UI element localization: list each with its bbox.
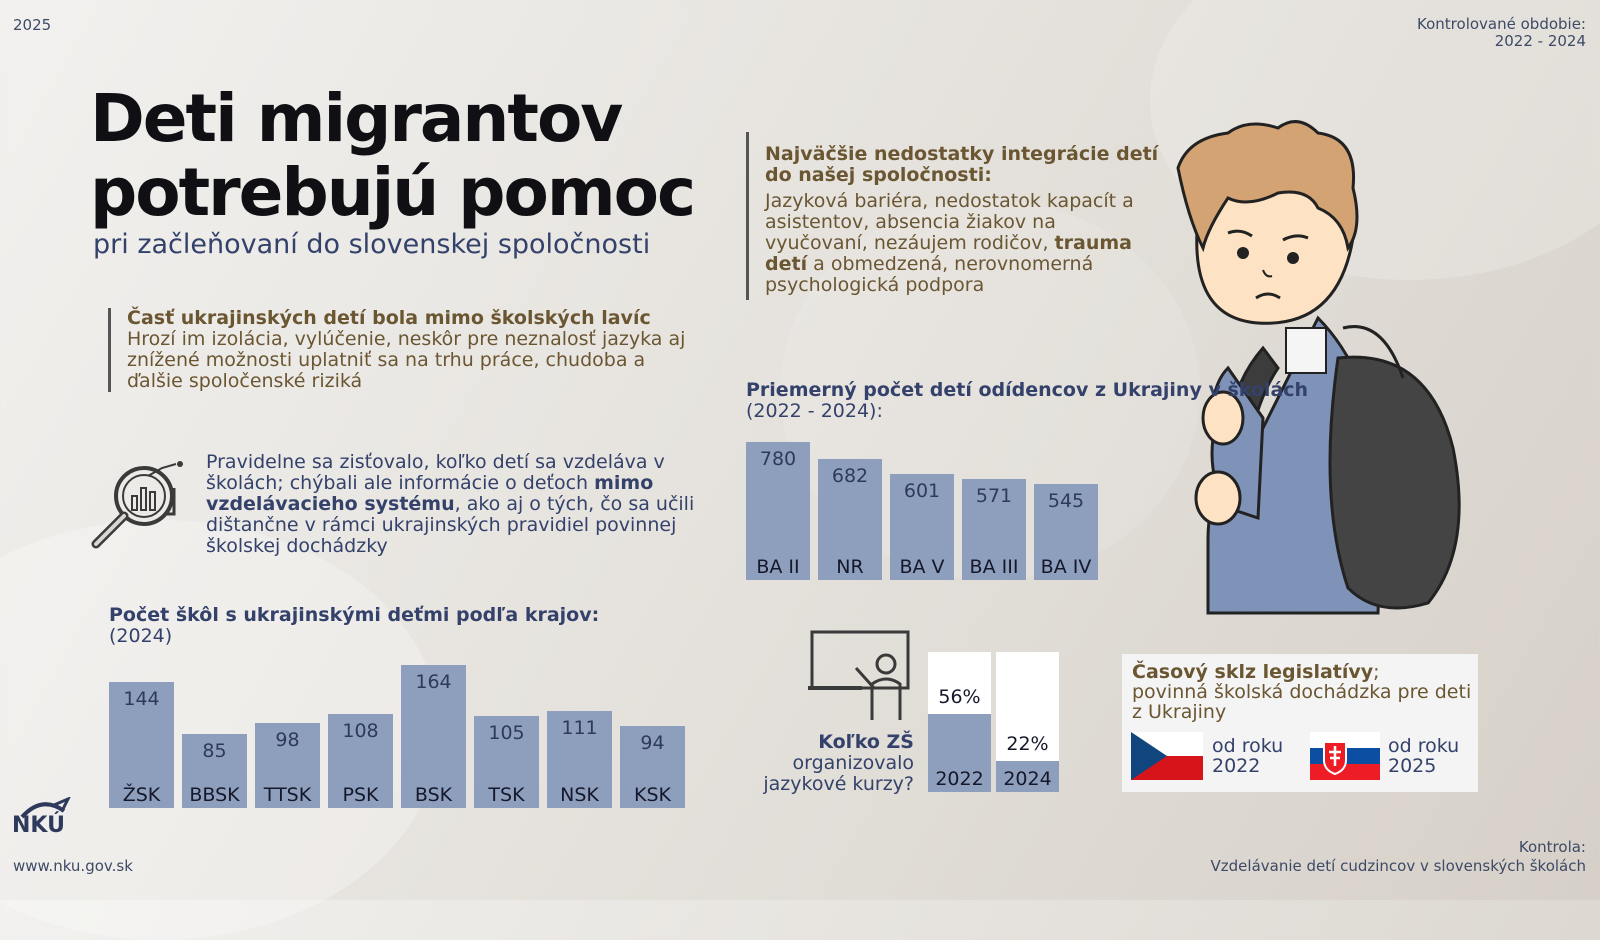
nku-logo: NKÚ [12,797,71,838]
finding-integration-part1: Jazyková bariéra, nedostatok kapacít a a… [765,190,1134,254]
page-title: Deti migrantov potrebujú pomoc [90,80,696,231]
finding-out-of-school-heading: Časť ukrajinských detí bola mimo školský… [127,307,651,329]
chart-regions-title: Počet škôl s ukrajinskými deťmi podľa kr… [109,605,599,647]
bar-value-label: 144 [123,688,160,710]
finding-integration: Najväčšie nedostatky integrácie detí do … [746,132,1163,300]
percent-value-label: 22% [1006,733,1049,755]
bar-value-label: 780 [759,448,797,470]
percent-column-2022: 56% 2022 [928,652,991,792]
percent-value-label: 56% [938,686,981,708]
percent-column-2024: 22% 2024 [996,652,1059,792]
legislation-sk-year: od roku 2025 [1388,735,1460,777]
bar-tsk: 105 TSK [474,716,539,808]
chart-schools: 780 BA II 682 NR 601 BA V 571 BA III 545 BA IV [746,430,1106,580]
bar-category-label: NR [836,556,864,578]
finding-integration-bold: trauma detí [765,232,1132,275]
bar-nr: 682 NR [818,459,882,580]
sad-boy-with-backpack-illustration [1176,120,1461,615]
slovak-flag-icon [1310,732,1380,780]
bar-ttsk: 98 TTSK [255,723,320,808]
legislation-body: povinná školská dochádzka pre deti z Ukr… [1132,681,1472,723]
footer-control: Kontrola: Vzdelávanie detí cudzincov v s… [1211,838,1586,876]
percent-fill [928,714,991,792]
nku-logo-arc-icon [20,797,71,819]
legislation-box: Časový sklz legislatívy; povinná školská… [1122,654,1478,792]
title-line1: Deti migrantov [90,80,623,157]
period-block: Kontrolované obdobie: 2022 - 2024 [1417,16,1586,50]
bar-value-label: 601 [903,480,941,502]
footer-control-value: Vzdelávanie detí cudzincov v slovenských… [1210,857,1586,875]
finding-out-of-school-body: Hrozí im izolácia, vylúčenie, neskôr pre… [127,328,686,392]
nku-logo-text: NKÚ [12,813,65,838]
courses-question-bold: Koľko ZŠ [818,731,914,753]
bar-category-label: BA II [756,556,800,578]
chart-schools-title-text: Priemerný počet detí odídencov z Ukrajin… [746,379,1309,401]
chart-courses: 56% 2022 22% 2024 [928,652,1060,792]
percent-fill [996,761,1059,792]
courses-question-rest: organizovalo jazykové kurzy? [763,752,914,795]
bar-category-label: BA IV [1040,556,1092,578]
bar-category-label: BA V [899,556,945,578]
bar-value-label: 98 [275,729,300,751]
bar-category-label: TSK [488,784,525,806]
bar-value-label: 545 [1047,490,1085,512]
czech-flag-icon [1131,732,1203,780]
bar-category-label: NSK [560,784,599,806]
year-label: 2025 [13,16,52,34]
bar-bsk: 164 BSK [401,665,466,808]
footer-control-label: Kontrola: [1518,838,1586,856]
chart-regions: 144 ŽSK 85 BBSK 98 TTSK 108 PSK 164 BSK 105 TSK 111 N… [109,640,689,808]
bar-ba-iii: 571 BA III [962,479,1026,580]
bar-category-label: ŽSK [122,784,161,806]
bar-category-label: PSK [342,784,379,806]
legislation-heading: Časový sklz legislatívy [1132,661,1374,683]
bar-ba-ii: 780 BA II [746,442,810,580]
bar-value-label: 94 [640,732,665,754]
bar-ksk: 94 KSK [620,726,685,808]
bar-value-label: 105 [488,722,525,744]
finding-monitoring-part1: Pravidelne sa zisťovalo, koľko detí sa v… [206,451,665,494]
bar-category-label: BSK [414,784,453,806]
title-line2: potrebujú pomoc [90,154,696,231]
bar-value-label: 571 [975,485,1013,507]
teacher-at-board-icon [808,630,910,720]
finding-integration-part2: a obmedzená, nerovnomerná psychologická … [765,253,1094,296]
bar-žsk: 144 ŽSK [109,682,174,808]
chart-regions-subtitle: (2024) [109,625,173,647]
bar-value-label: 164 [415,671,452,693]
finding-integration-heading: Najväčšie nedostatky integrácie detí do … [765,143,1159,186]
bar-nsk: 111 NSK [547,711,612,808]
chart-schools-subtitle: (2022 - 2024): [746,400,883,422]
bar-category-label: TTSK [263,784,312,806]
bar-category-label: BA III [969,556,1019,578]
bar-value-label: 682 [831,465,869,487]
finding-monitoring-part2: , ako aj o tých, čo sa učili dištančne v… [206,493,695,557]
bar-ba-iv: 545 BA IV [1034,484,1098,580]
bar-value-label: 85 [202,740,227,762]
analytics-magnifier-icon [91,461,183,549]
legislation-cz-year: od roku 2022 [1212,735,1284,777]
year-label: 2022 [935,768,984,790]
bar-value-label: 111 [561,717,598,739]
chart-regions-title-text: Počet škôl s ukrajinskými deťmi podľa kr… [109,604,600,626]
chart-schools-title: Priemerný počet detí odídencov z Ukrajin… [746,380,1308,422]
bar-category-label: BBSK [189,784,240,806]
bar-psk: 108 PSK [328,714,393,808]
bar-category-label: KSK [634,784,671,806]
bar-value-label: 108 [342,720,379,742]
bar-ba-v: 601 BA V [890,474,954,580]
courses-question: Koľko ZŠ organizovalo jazykové kurzy? [736,732,914,795]
finding-out-of-school: Časť ukrajinských detí bola mimo školský… [108,308,687,392]
footer-url[interactable]: www.nku.gov.sk [13,857,133,875]
period-value: 2022 - 2024 [1494,32,1586,50]
page-subtitle: pri začleňovaní do slovenskej spoločnost… [93,229,651,260]
year-label: 2024 [1003,768,1052,790]
finding-monitoring: Pravidelne sa zisťovalo, koľko detí sa v… [206,452,696,557]
period-label: Kontrolované obdobie: [1417,15,1586,33]
legislation-heading-sep: ; [1373,661,1380,683]
finding-monitoring-bold: mimo vzdelávacieho systému [206,472,654,515]
bar-bbsk: 85 BBSK [182,734,247,808]
